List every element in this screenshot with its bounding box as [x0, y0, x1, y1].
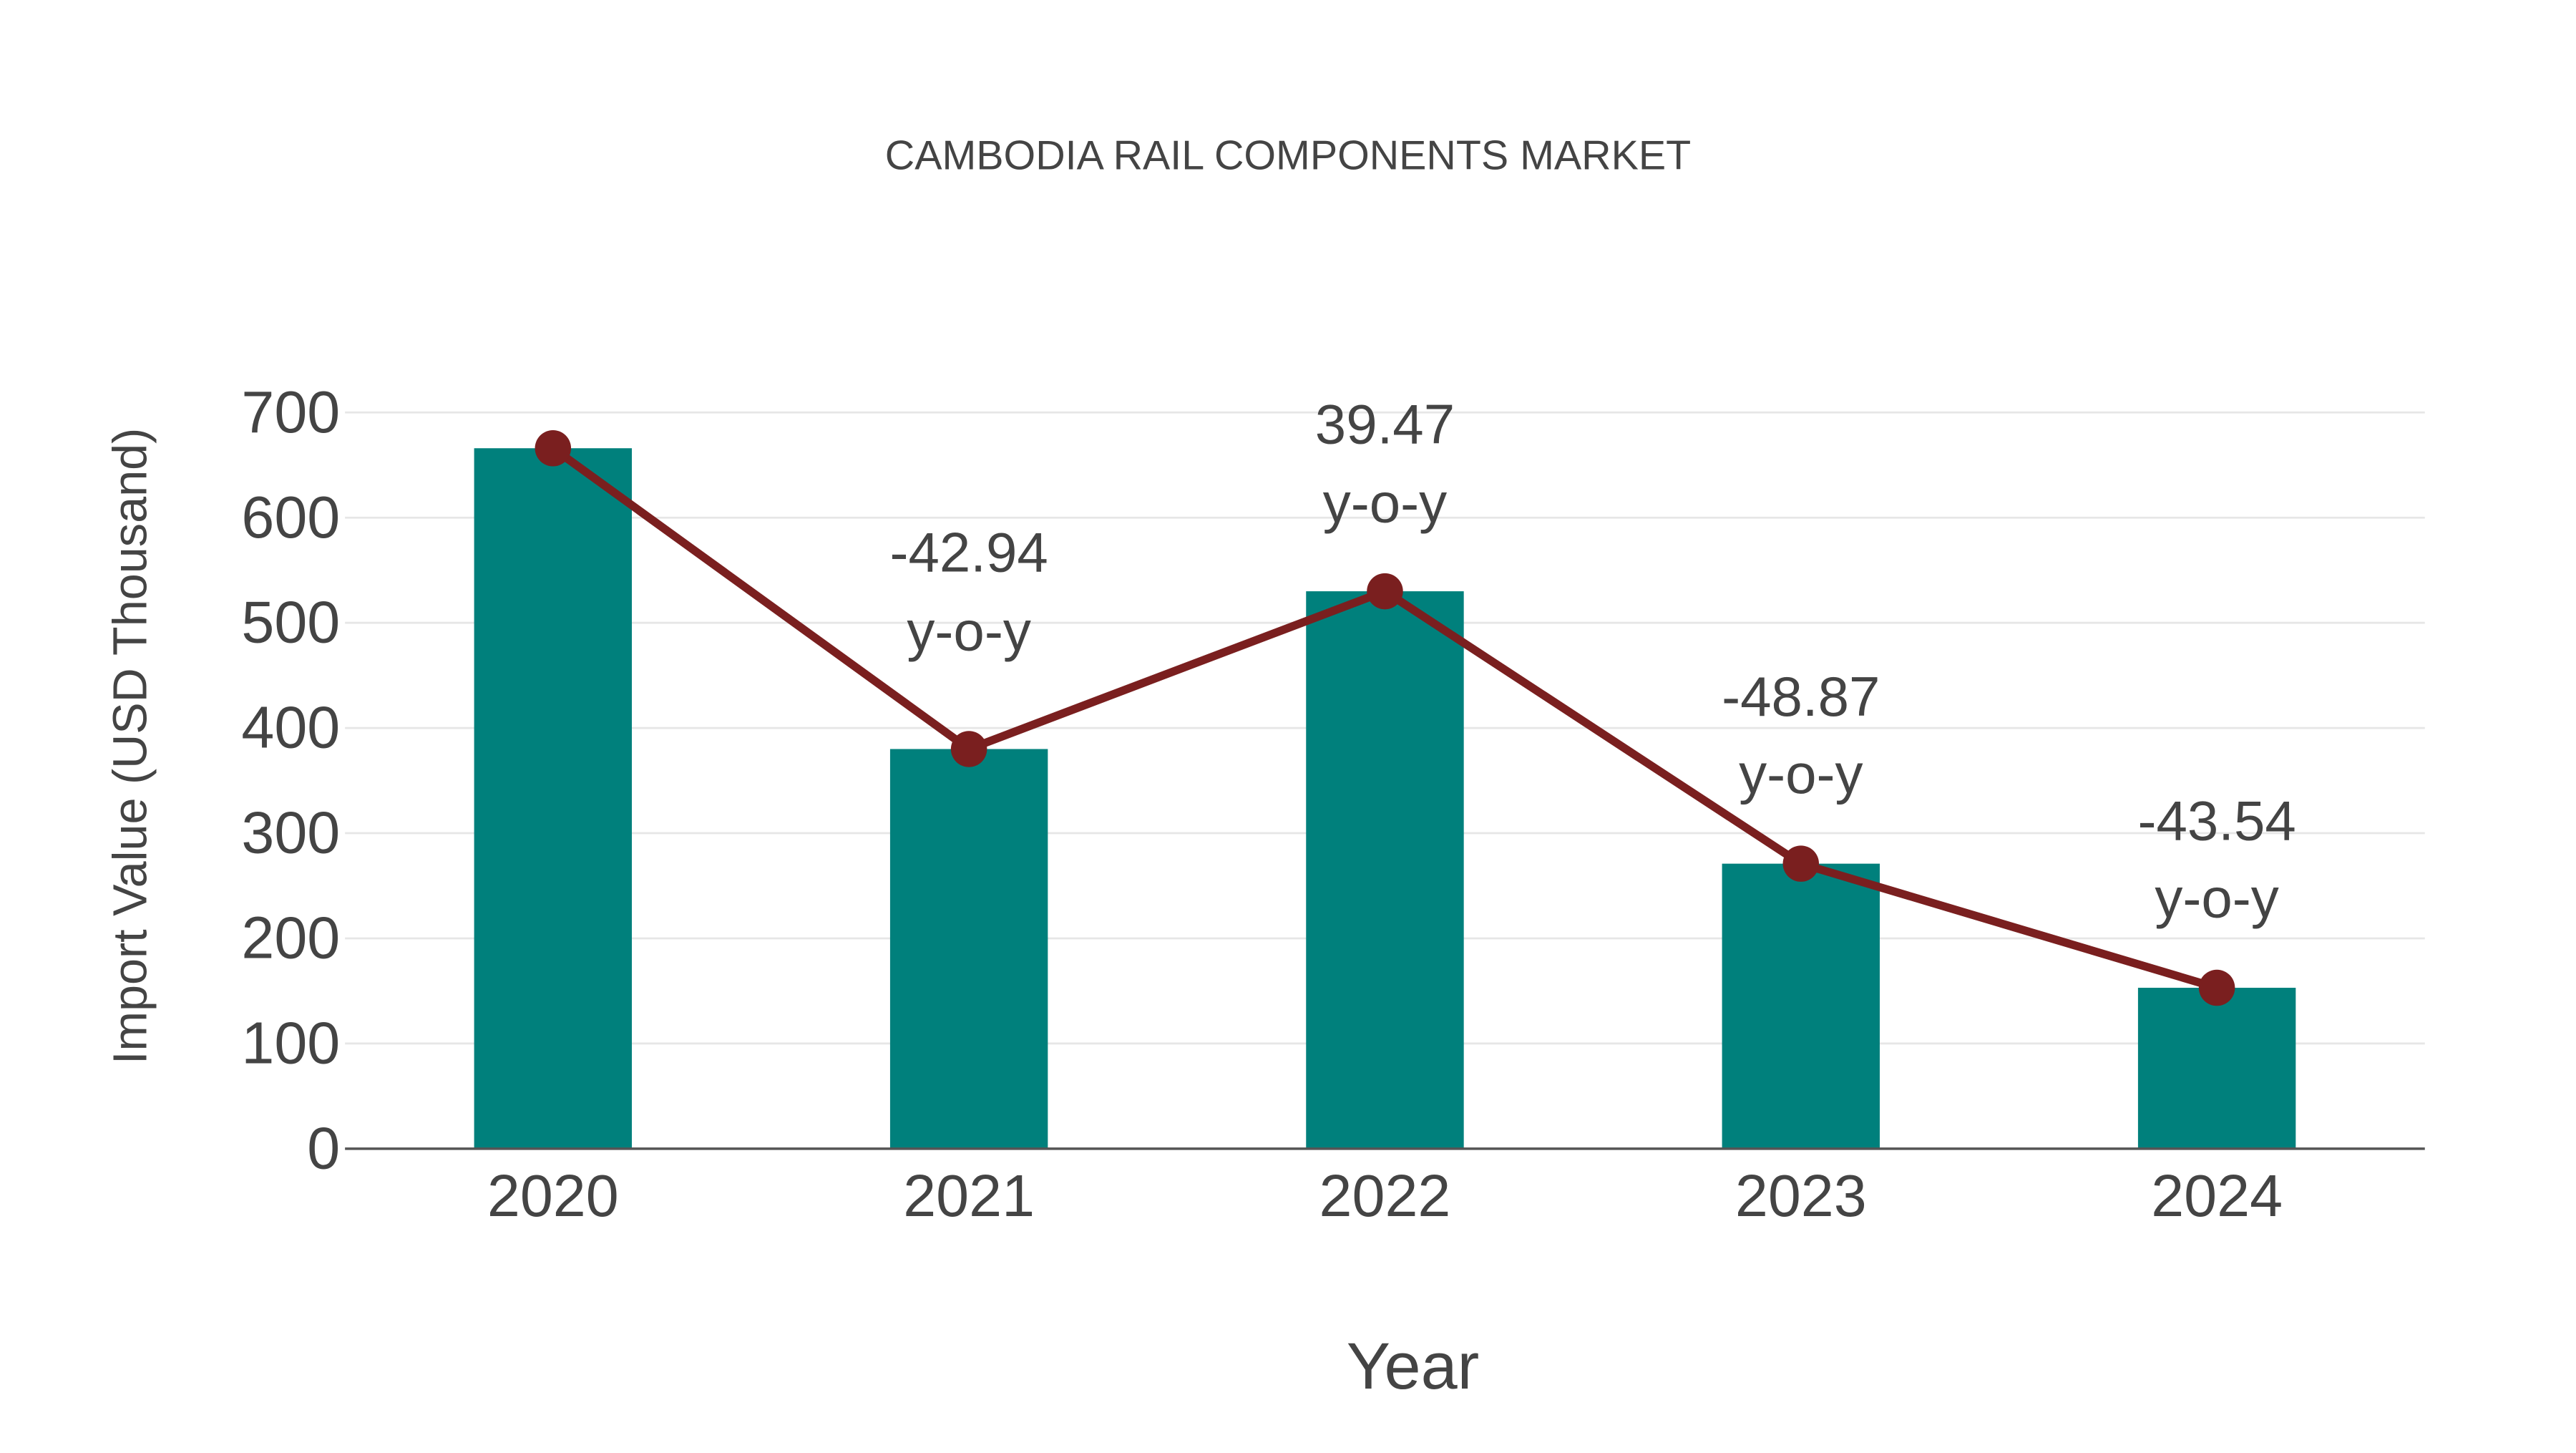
x-tick-label: 2023 [1735, 1162, 1867, 1229]
yoy-suffix: y-o-y [907, 600, 1030, 663]
yoy-value: 39.47 [1315, 392, 1455, 455]
trend-line [535, 429, 2235, 1006]
yoy-suffix: y-o-y [1739, 742, 1863, 805]
yoy-value: -48.87 [1722, 665, 1880, 728]
y-axis-ticks: 0 100 200 300 400 500 600 700 [241, 379, 340, 1182]
trend-marker [535, 429, 572, 467]
x-axis-ticks: 2020 2021 2022 2023 2024 [487, 1162, 2283, 1229]
x-tick-label: 2020 [487, 1162, 619, 1229]
yoy-annotations: -42.94 y-o-y 39.47 y-o-y -48.87 y-o-y -43.54 y-… [889, 392, 2296, 929]
y-tick-label: 100 [241, 1009, 340, 1076]
yoy-suffix: y-o-y [2155, 866, 2278, 929]
bar-2021 [889, 749, 1048, 1149]
x-axis-title: Year [1347, 1330, 1480, 1403]
y-tick-label: 300 [241, 800, 340, 866]
x-tick-label: 2024 [2151, 1162, 2283, 1229]
bar-2023 [1722, 863, 1880, 1149]
chart-title: CAMBODIA RAIL COMPONENTS MARKET [885, 132, 1691, 178]
bar-2022 [1306, 591, 1464, 1149]
y-tick-label: 200 [241, 905, 340, 971]
yoy-value: -42.94 [889, 521, 1048, 584]
y-tick-label: 400 [241, 694, 340, 761]
y-tick-label: 0 [307, 1114, 340, 1181]
yoy-suffix: y-o-y [1323, 472, 1447, 535]
yoy-value: -43.54 [2137, 789, 2296, 852]
bar-2024 [2137, 988, 2296, 1149]
trend-marker [2198, 969, 2235, 1006]
y-axis-title: Import Value (USD Thousand) [104, 428, 157, 1064]
y-tick-label: 700 [241, 379, 340, 445]
bar-2020 [474, 448, 633, 1149]
y-tick-label: 500 [241, 589, 340, 656]
trend-marker [1367, 573, 1403, 610]
trend-marker [1782, 845, 1820, 882]
bars [474, 448, 2296, 1149]
trend-marker [950, 731, 987, 767]
y-tick-label: 600 [241, 484, 340, 550]
x-tick-label: 2022 [1319, 1162, 1451, 1229]
x-tick-label: 2021 [903, 1162, 1035, 1229]
